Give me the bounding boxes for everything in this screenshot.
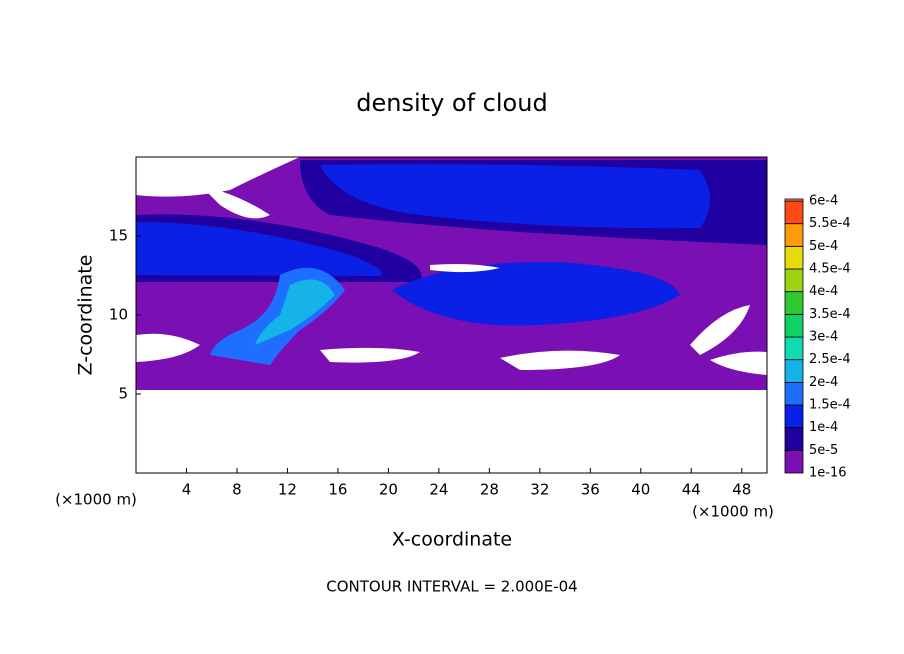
colorbar-segment: [784, 268, 804, 293]
colorbar-label: 6e-4: [809, 194, 838, 209]
x-tick-label: 4: [182, 481, 192, 499]
colorbar-label: 3.5e-4: [809, 307, 851, 322]
colorbar-label: 2.5e-4: [809, 352, 851, 367]
field-band: [320, 164, 710, 229]
colorbar-segment: [784, 291, 804, 315]
field-gap: [320, 347, 420, 363]
colorbar-segment: [784, 200, 804, 225]
footer: CONTOUR INTERVAL = 2.000E-04: [326, 578, 577, 596]
x-tick-label: 8: [232, 481, 242, 499]
x-tick-label: 40: [631, 481, 650, 499]
colorbar-segment: [784, 404, 804, 429]
colorbar-label: 1e-4: [809, 420, 838, 435]
field-gap: [200, 185, 270, 219]
colorbar-segment: [784, 359, 804, 383]
x-axis-label: X-coordinate: [392, 529, 512, 551]
colorbar-segment: [784, 449, 804, 474]
colorbar-label: 4.5e-4: [809, 262, 851, 277]
chart-title: density of cloud: [356, 89, 547, 117]
field-gap: [136, 157, 300, 197]
colorbar-segment: [784, 223, 804, 247]
colorbar-label: 4e-4: [809, 284, 838, 299]
x-unit: (×1000 m): [692, 503, 774, 521]
x-tick-label: 36: [581, 481, 600, 499]
x-tick-label: 12: [278, 481, 297, 499]
colorbar-segment: [784, 336, 804, 361]
contour-field: [136, 157, 767, 390]
colorbar-label: 1.5e-4: [809, 398, 851, 413]
y-axis-label: Z-coordinate: [75, 255, 97, 376]
field-gap: [430, 264, 500, 273]
x-tick-label: 16: [328, 481, 347, 499]
y-unit: (×1000 m): [55, 491, 137, 509]
colorbar-label: 1e-16: [809, 466, 847, 481]
x-tick-label: 44: [682, 481, 701, 499]
colorbar-label: 5.5e-4: [809, 216, 851, 231]
colorbar-label: 2e-4: [809, 375, 838, 390]
field-gap: [500, 350, 620, 370]
colorbar-label: 3e-4: [809, 330, 838, 345]
field-gap: [690, 305, 750, 355]
y-tick-label: 5: [118, 385, 128, 403]
field-blob: [392, 261, 680, 326]
x-tick-label: 32: [530, 481, 549, 499]
colorbar-label: 5e-4: [809, 239, 838, 254]
y-tick-label: 15: [109, 227, 128, 245]
colorbar-label: 5e-5: [809, 443, 838, 458]
colorbar-top: [784, 198, 804, 202]
x-tick-label: 24: [429, 481, 448, 499]
y-tick-label: 10: [109, 306, 128, 324]
x-tick-label: 48: [732, 481, 751, 499]
field-swirl: [255, 279, 335, 345]
colorbar-segment: [784, 245, 804, 270]
x-tick-label: 20: [379, 481, 398, 499]
colorbar-segment: [784, 313, 804, 338]
colorbar-segment: [784, 427, 804, 451]
colorbar-segment: [784, 381, 804, 406]
field-gap: [710, 351, 767, 375]
x-tick-label: 28: [480, 481, 499, 499]
field-band: [136, 222, 382, 276]
field-gap: [136, 333, 200, 362]
